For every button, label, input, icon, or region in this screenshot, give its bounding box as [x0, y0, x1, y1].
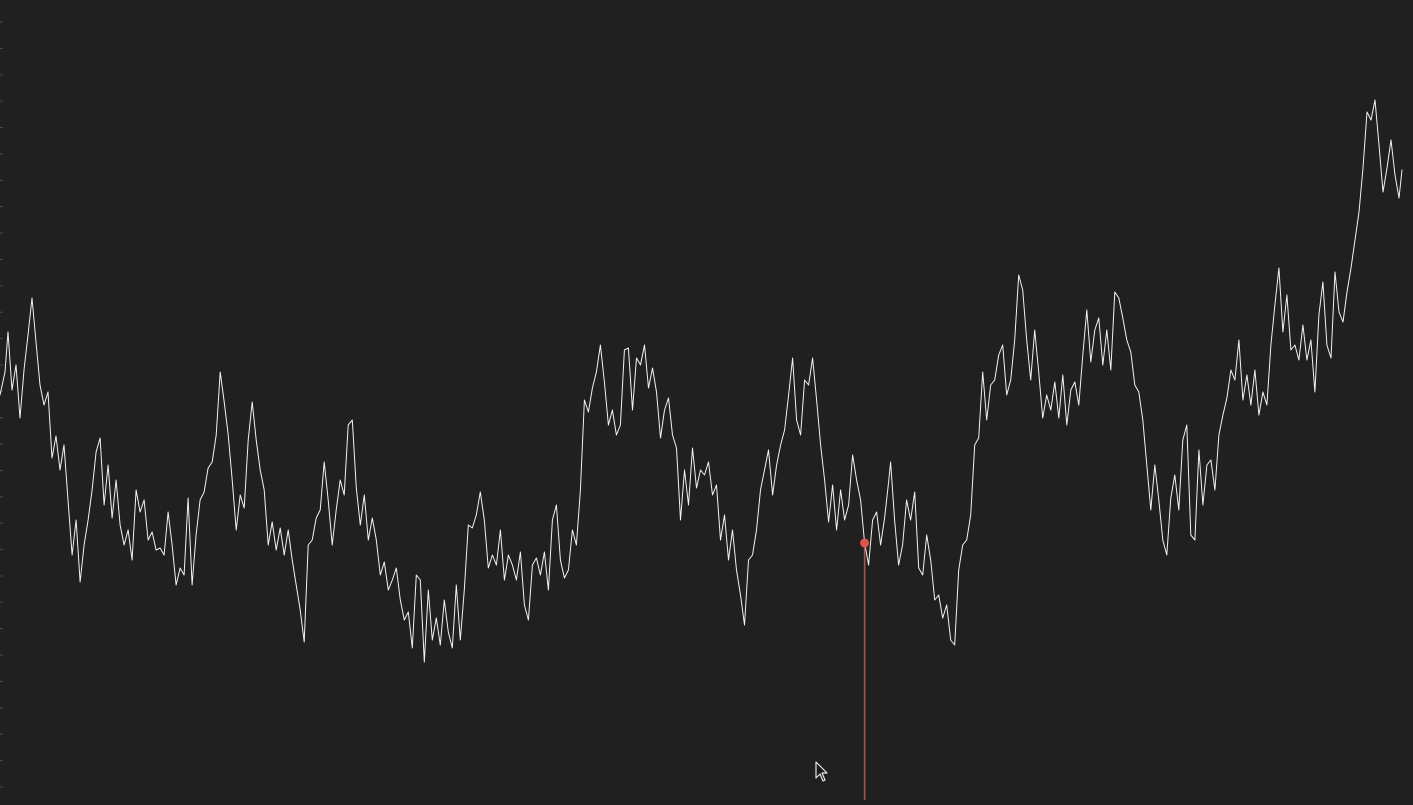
y-axis-ticks [0, 21, 3, 788]
hover-layer [860, 538, 870, 800]
hover-point-marker[interactable] [860, 538, 870, 548]
series-layer [0, 99, 1403, 663]
mouse-pointer-icon [815, 761, 828, 782]
series-line-0[interactable] [0, 99, 1403, 663]
